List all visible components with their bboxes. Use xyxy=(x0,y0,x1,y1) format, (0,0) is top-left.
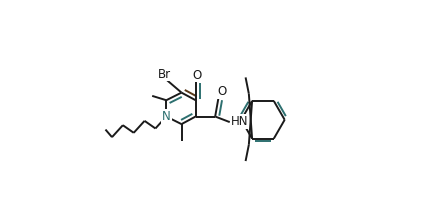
Text: HN: HN xyxy=(230,115,248,128)
Text: O: O xyxy=(217,86,226,99)
Text: Br: Br xyxy=(158,68,171,81)
Text: N: N xyxy=(162,110,171,123)
Text: O: O xyxy=(192,69,201,82)
